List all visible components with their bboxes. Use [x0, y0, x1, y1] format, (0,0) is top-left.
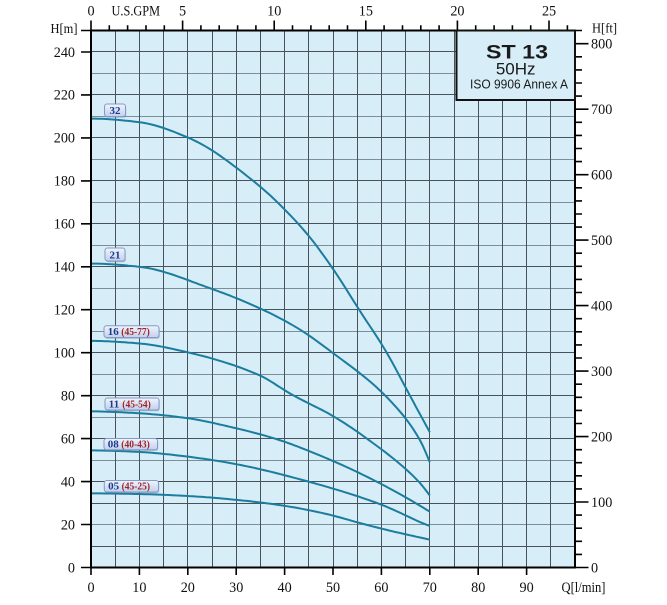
svg-text:180: 180 [54, 174, 75, 190]
svg-text:30: 30 [229, 580, 243, 596]
svg-text:50Hz: 50Hz [496, 60, 536, 79]
svg-text:40: 40 [278, 580, 292, 596]
svg-text:0: 0 [591, 560, 598, 576]
svg-text:80: 80 [471, 580, 485, 596]
svg-text:20: 20 [61, 517, 75, 533]
svg-text:400: 400 [591, 298, 612, 314]
svg-text:20: 20 [181, 580, 195, 596]
svg-text:25: 25 [542, 4, 556, 20]
svg-text:5: 5 [179, 4, 186, 20]
svg-text:200: 200 [54, 131, 75, 147]
svg-text:500: 500 [591, 233, 612, 249]
svg-text:40: 40 [61, 474, 75, 490]
svg-text:32: 32 [110, 105, 122, 117]
svg-text:0: 0 [87, 4, 94, 20]
svg-text:90: 90 [520, 580, 534, 596]
svg-text:200: 200 [591, 429, 612, 445]
svg-text:60: 60 [61, 431, 75, 447]
svg-text:160: 160 [54, 217, 75, 233]
svg-text:70: 70 [423, 580, 437, 596]
svg-text:10: 10 [267, 4, 281, 20]
svg-text:(45-54): (45-54) [122, 399, 151, 411]
svg-text:08: 08 [108, 438, 120, 450]
svg-text:240: 240 [54, 45, 75, 61]
svg-text:15: 15 [359, 4, 373, 20]
svg-text:800: 800 [591, 37, 612, 53]
svg-text:220: 220 [54, 88, 75, 104]
svg-text:60: 60 [374, 580, 388, 596]
svg-text:120: 120 [54, 303, 75, 319]
svg-text:140: 140 [54, 260, 75, 276]
svg-text:U.S.GPM: U.S.GPM [112, 4, 161, 20]
svg-text:600: 600 [591, 167, 612, 183]
svg-text:11: 11 [109, 399, 119, 411]
svg-text:50: 50 [326, 580, 340, 596]
svg-text:20: 20 [450, 4, 464, 20]
svg-text:H[ft]: H[ft] [592, 21, 617, 36]
svg-text:0: 0 [68, 560, 75, 576]
svg-text:300: 300 [591, 364, 612, 380]
svg-text:ISO 9906 Annex A: ISO 9906 Annex A [470, 78, 569, 92]
svg-text:(45-77): (45-77) [121, 326, 150, 338]
svg-text:10: 10 [132, 580, 146, 596]
svg-text:(40-43): (40-43) [121, 438, 150, 450]
svg-text:(45-25): (45-25) [122, 481, 151, 493]
svg-text:100: 100 [54, 346, 75, 362]
svg-text:05: 05 [108, 481, 120, 493]
svg-text:16: 16 [108, 326, 120, 338]
svg-text:100: 100 [591, 495, 612, 511]
svg-text:H[m]: H[m] [51, 21, 78, 36]
svg-text:21: 21 [110, 250, 121, 262]
svg-text:ST 13: ST 13 [486, 42, 548, 64]
svg-text:700: 700 [591, 102, 612, 118]
svg-text:80: 80 [61, 388, 75, 404]
svg-text:Q[l/min]: Q[l/min] [562, 580, 606, 596]
svg-text:0: 0 [87, 580, 94, 596]
